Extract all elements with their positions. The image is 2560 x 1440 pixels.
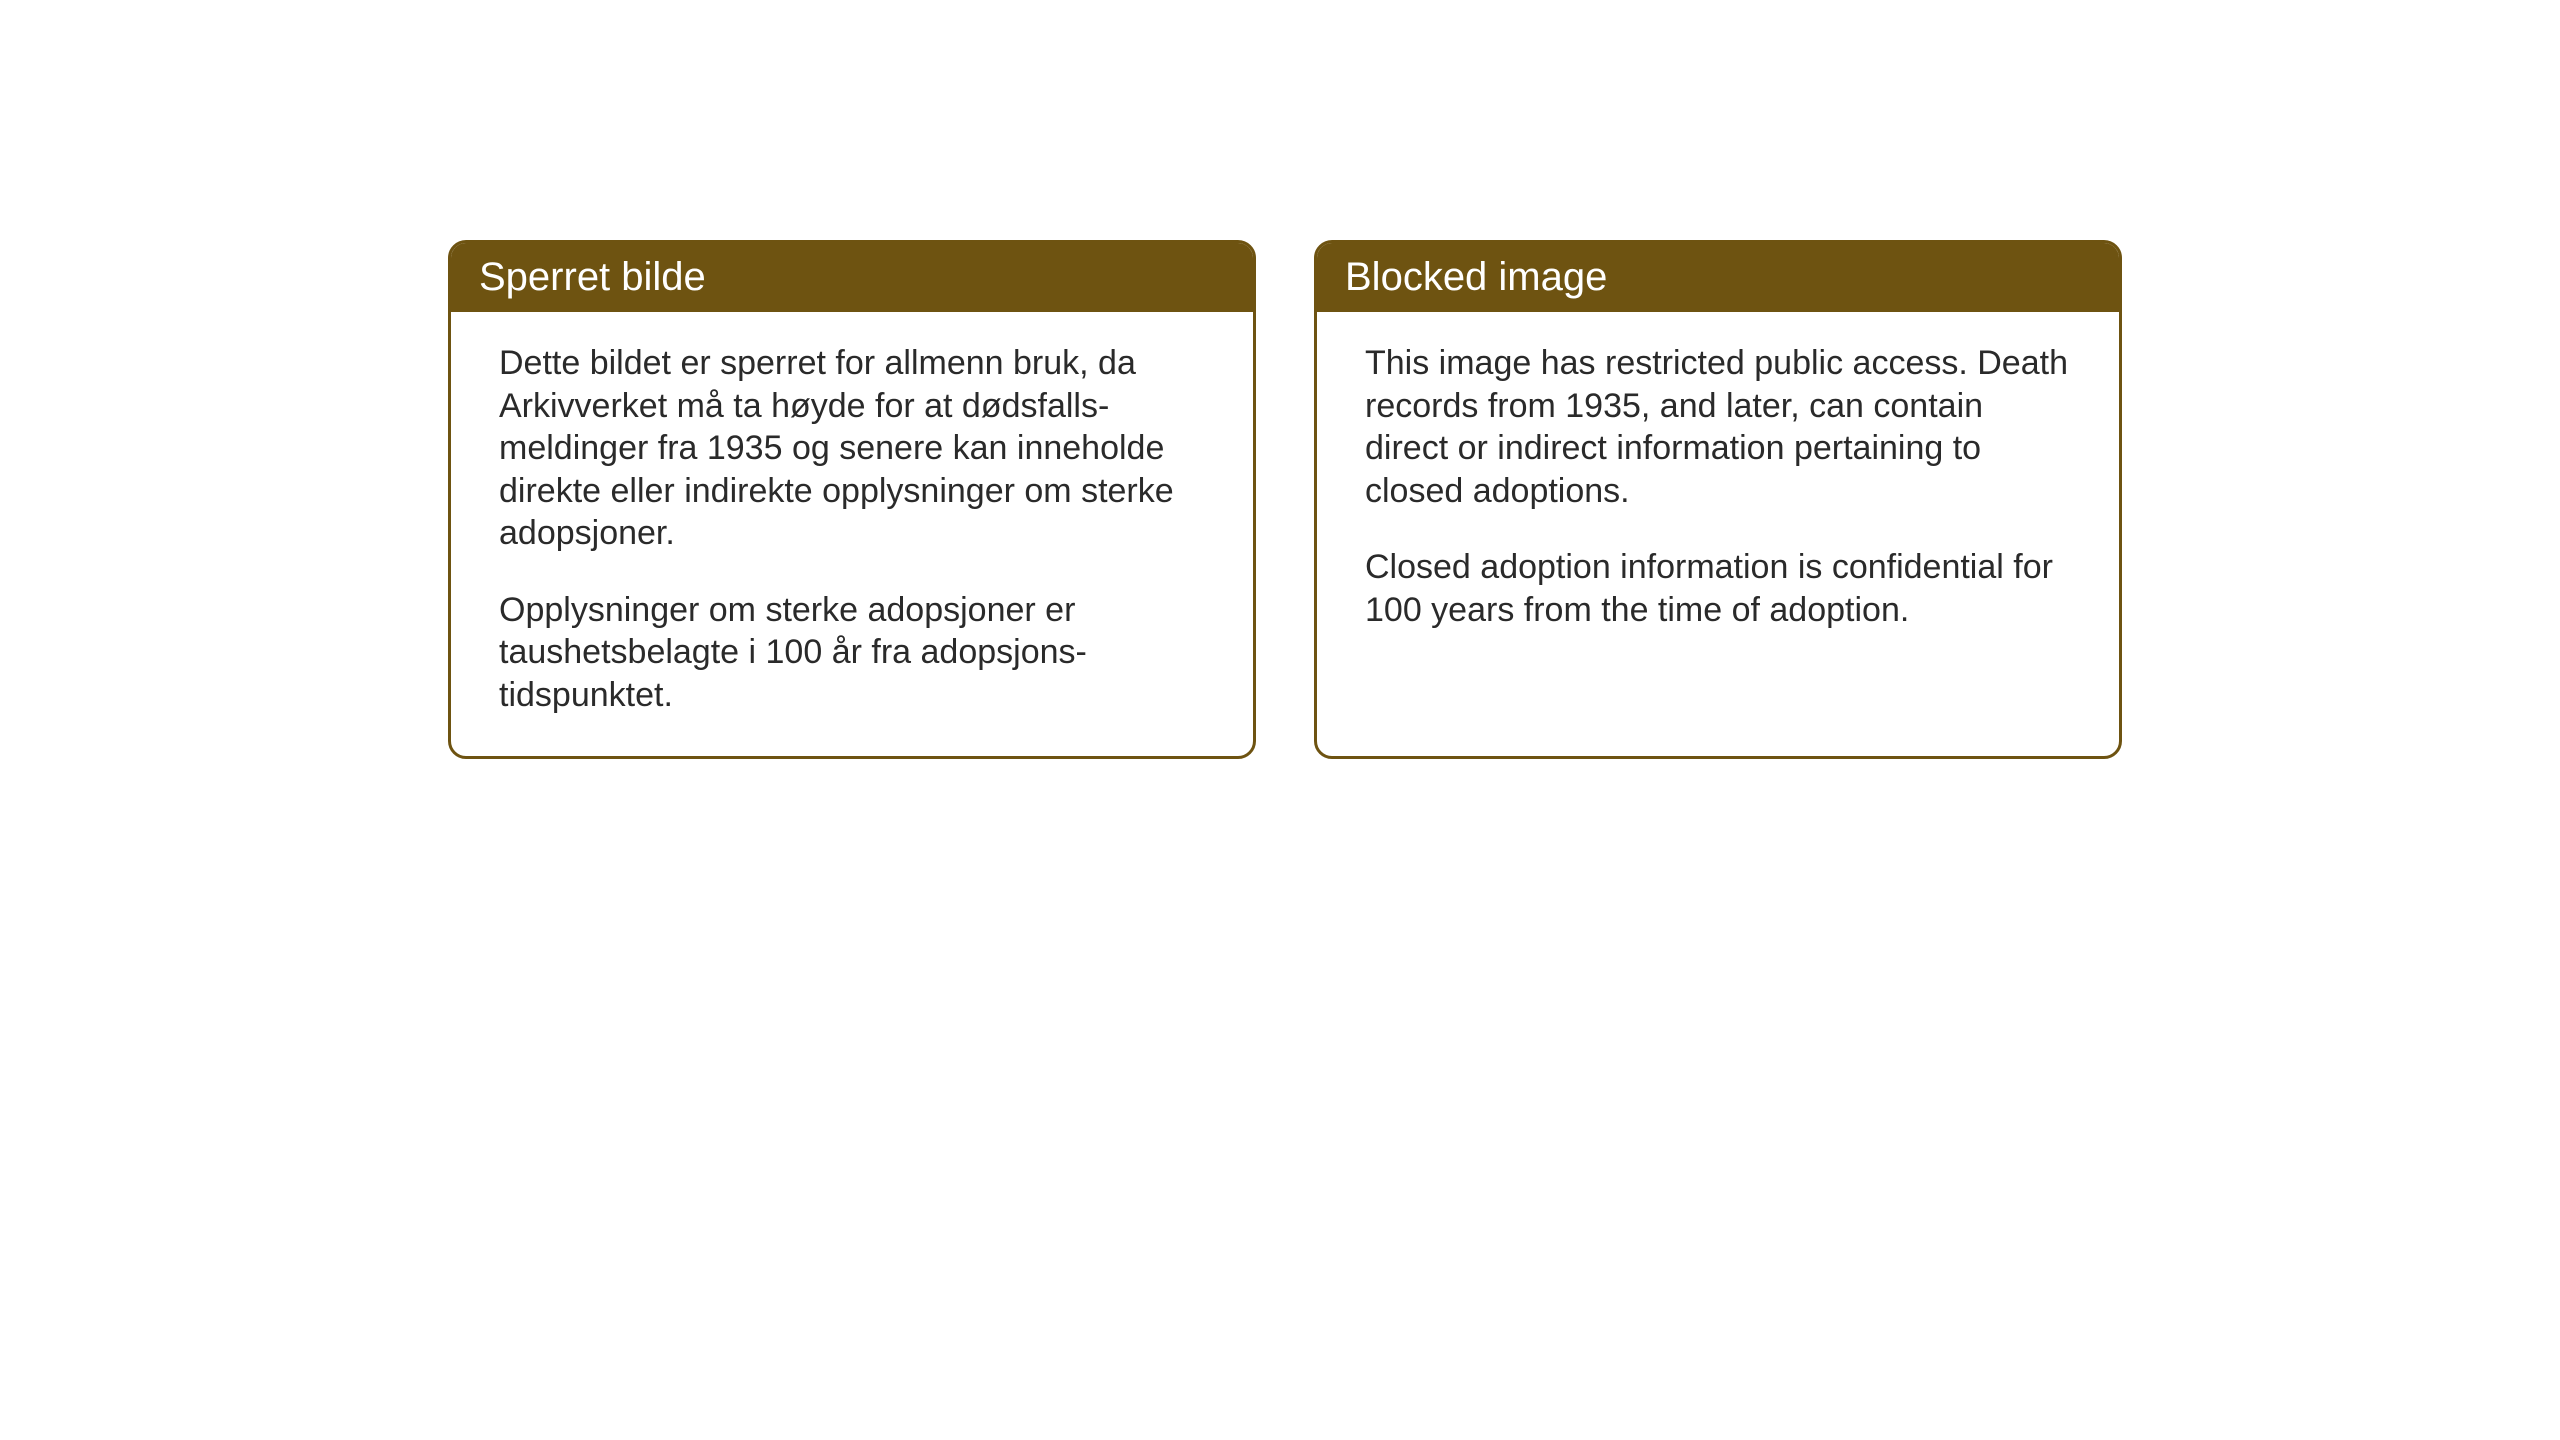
notice-card-norwegian: Sperret bilde Dette bildet er sperret fo… <box>448 240 1256 759</box>
paragraph-english-1: This image has restricted public access.… <box>1365 342 2071 512</box>
card-body-english: This image has restricted public access.… <box>1317 312 2119 671</box>
notice-container: Sperret bilde Dette bildet er sperret fo… <box>448 240 2122 759</box>
notice-card-english: Blocked image This image has restricted … <box>1314 240 2122 759</box>
card-body-norwegian: Dette bildet er sperret for allmenn bruk… <box>451 312 1253 756</box>
paragraph-norwegian-1: Dette bildet er sperret for allmenn bruk… <box>499 342 1205 555</box>
card-title-norwegian: Sperret bilde <box>451 243 1253 312</box>
paragraph-norwegian-2: Opplysninger om sterke adopsjoner er tau… <box>499 589 1205 717</box>
paragraph-english-2: Closed adoption information is confident… <box>1365 546 2071 631</box>
card-title-english: Blocked image <box>1317 243 2119 312</box>
